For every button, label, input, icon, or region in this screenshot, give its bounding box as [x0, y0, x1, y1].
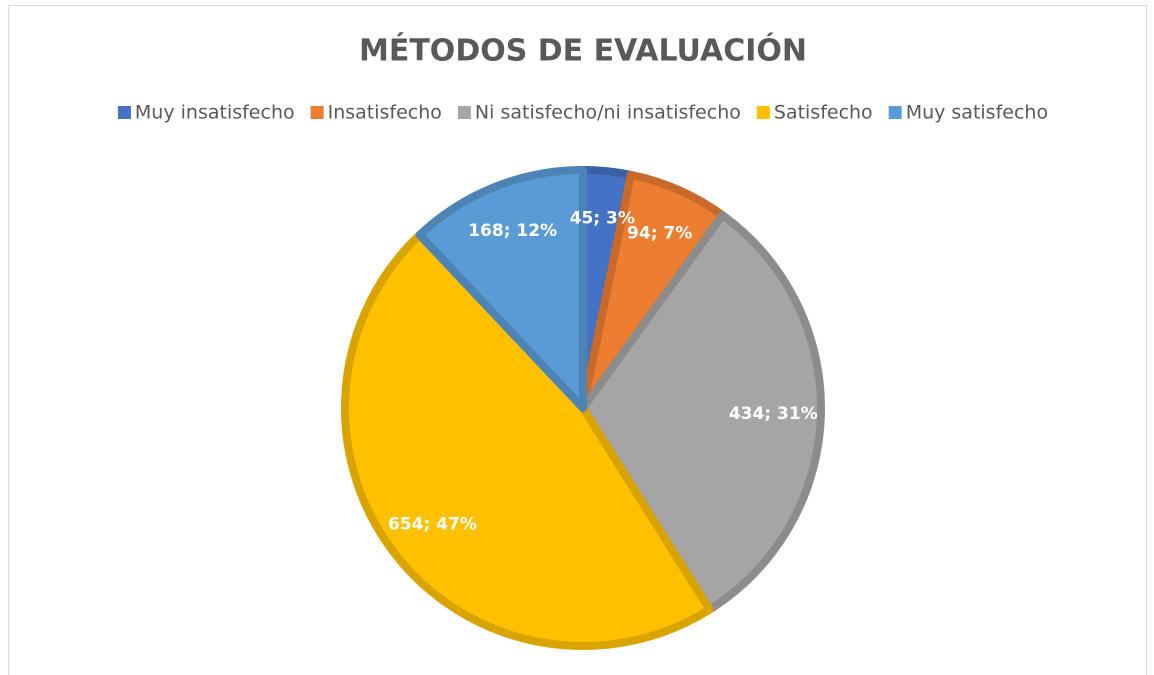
legend-label: Muy satisfecho [906, 102, 1048, 124]
legend-label: Muy insatisfecho [135, 102, 295, 124]
legend-swatch [310, 106, 324, 119]
data-label: 654; 47% [388, 515, 477, 535]
legend-swatch [756, 106, 770, 119]
legend-swatch [457, 106, 471, 119]
legend-label: Satisfecho [774, 102, 873, 124]
data-label: 45; 3% [570, 209, 635, 229]
pie-slice [415, 166, 587, 412]
legend-swatch [117, 106, 131, 119]
data-label: 94; 7% [627, 224, 692, 244]
legend-swatch [888, 106, 902, 119]
pie-slice [341, 230, 714, 650]
data-label: 434; 31% [729, 404, 818, 424]
chart-title: MÉTODOS DE EVALUACIÓN [359, 32, 807, 69]
data-label: 168; 12% [468, 221, 557, 241]
pie-slice [579, 211, 825, 614]
legend-label: Insatisfecho [328, 102, 442, 124]
legend-label: Ni satisfecho/ni insatisfecho [475, 102, 741, 124]
